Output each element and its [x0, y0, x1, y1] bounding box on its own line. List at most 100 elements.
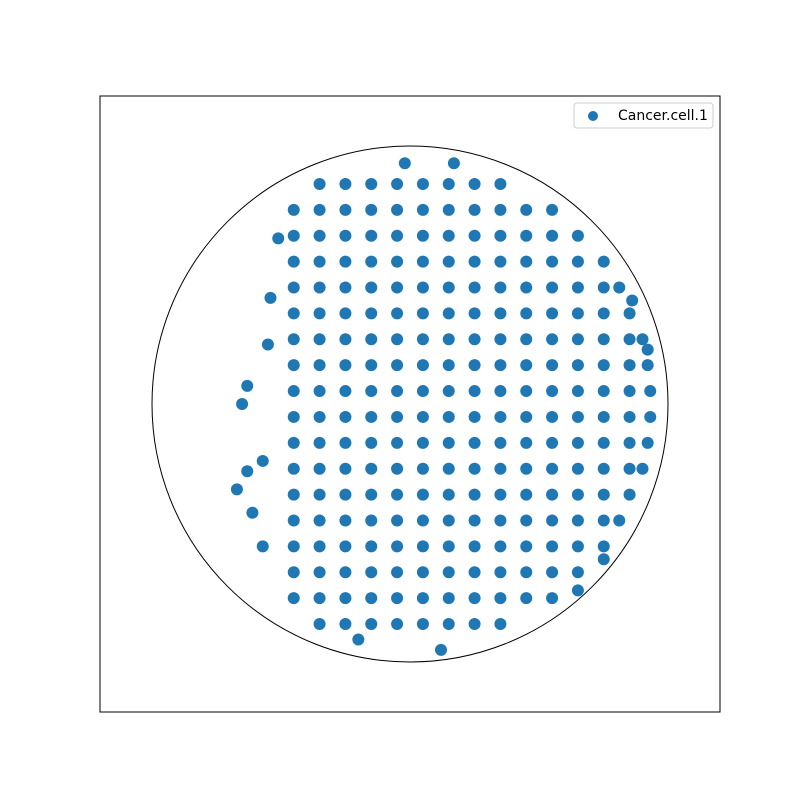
- point: [520, 385, 533, 398]
- point: [287, 462, 300, 475]
- point: [391, 462, 404, 475]
- point: [546, 255, 559, 268]
- point: [365, 436, 378, 449]
- point: [365, 410, 378, 423]
- point: [623, 488, 636, 501]
- point: [546, 566, 559, 579]
- point: [339, 514, 352, 527]
- point: [287, 307, 300, 320]
- point: [494, 540, 507, 553]
- point: [597, 281, 610, 294]
- point: [571, 462, 584, 475]
- point: [391, 255, 404, 268]
- point: [313, 618, 326, 630]
- point: [494, 385, 507, 398]
- point: [597, 540, 610, 553]
- points: [230, 157, 657, 656]
- point: [597, 462, 610, 475]
- point: [636, 333, 649, 346]
- point: [447, 157, 460, 170]
- point: [546, 359, 559, 372]
- point: [416, 203, 429, 216]
- point: [246, 506, 259, 519]
- point: [365, 333, 378, 346]
- point: [546, 229, 559, 242]
- point: [435, 643, 447, 656]
- point: [442, 514, 455, 527]
- point: [365, 178, 378, 190]
- point: [571, 333, 584, 346]
- point: [546, 436, 559, 449]
- point: [442, 540, 455, 553]
- point: [494, 436, 507, 449]
- point: [416, 281, 429, 294]
- point: [623, 333, 636, 346]
- point: [287, 333, 300, 346]
- point: [442, 359, 455, 372]
- point: [416, 514, 429, 527]
- point: [339, 333, 352, 346]
- point: [339, 203, 352, 216]
- point: [241, 379, 254, 392]
- point: [416, 566, 429, 579]
- point: [416, 436, 429, 449]
- point: [365, 359, 378, 372]
- point: [546, 462, 559, 475]
- point: [339, 566, 352, 579]
- point: [391, 436, 404, 449]
- point: [468, 385, 481, 398]
- point: [416, 307, 429, 320]
- point: [571, 307, 584, 320]
- point: [641, 436, 654, 449]
- point: [313, 385, 326, 398]
- point: [546, 410, 559, 423]
- point: [365, 540, 378, 553]
- point: [365, 281, 378, 294]
- point: [339, 488, 352, 501]
- point: [391, 229, 404, 242]
- point: [571, 514, 584, 527]
- point: [520, 592, 533, 605]
- point: [520, 514, 533, 527]
- point: [623, 307, 636, 320]
- point: [339, 359, 352, 372]
- point: [365, 255, 378, 268]
- point: [494, 566, 507, 579]
- point: [287, 255, 300, 268]
- point: [442, 229, 455, 242]
- point: [391, 178, 404, 190]
- point: [313, 229, 326, 242]
- point: [494, 488, 507, 501]
- point: [391, 203, 404, 216]
- point: [546, 307, 559, 320]
- point: [520, 462, 533, 475]
- point: [442, 436, 455, 449]
- point: [391, 333, 404, 346]
- point: [520, 540, 533, 553]
- point: [571, 540, 584, 553]
- point: [339, 540, 352, 553]
- point: [256, 540, 269, 553]
- point: [287, 540, 300, 553]
- point: [416, 462, 429, 475]
- point: [442, 255, 455, 268]
- point: [494, 514, 507, 527]
- point: [287, 229, 300, 242]
- point: [313, 566, 326, 579]
- point: [468, 436, 481, 449]
- point: [313, 281, 326, 294]
- point: [468, 566, 481, 579]
- point: [597, 359, 610, 372]
- point: [520, 255, 533, 268]
- point: [313, 203, 326, 216]
- point: [241, 465, 254, 478]
- point: [236, 398, 249, 410]
- point: [287, 359, 300, 372]
- point: [442, 178, 455, 190]
- point: [442, 333, 455, 346]
- point: [287, 385, 300, 398]
- point: [494, 592, 507, 605]
- point: [571, 488, 584, 501]
- boundary-circle: [151, 145, 669, 663]
